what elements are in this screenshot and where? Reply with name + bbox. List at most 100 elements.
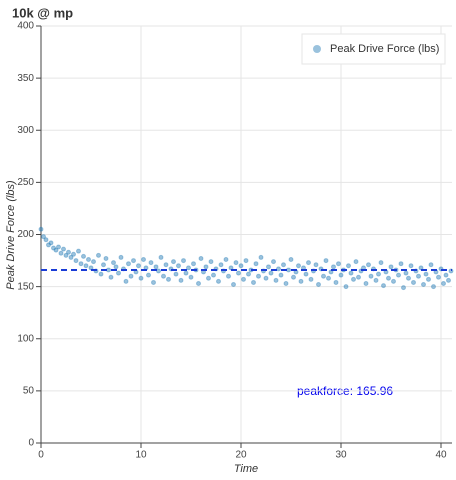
point xyxy=(141,257,146,263)
point xyxy=(233,260,239,266)
point xyxy=(396,272,401,278)
y-tick-label: 300 xyxy=(17,125,34,136)
x-tick-label: 20 xyxy=(235,450,247,461)
point xyxy=(236,270,241,276)
y-tick-label: 50 xyxy=(23,386,35,397)
point xyxy=(116,270,121,276)
point xyxy=(196,280,201,286)
legend-marker xyxy=(313,45,321,53)
point xyxy=(278,272,284,278)
y-tick-label: 400 xyxy=(17,21,34,32)
point xyxy=(268,270,274,276)
point xyxy=(41,234,46,240)
x-axis-label: Time xyxy=(234,463,258,475)
point xyxy=(136,263,141,269)
point xyxy=(348,270,354,276)
point xyxy=(281,262,286,268)
point xyxy=(406,275,411,281)
point xyxy=(151,279,156,285)
point xyxy=(158,254,164,260)
point xyxy=(98,271,104,277)
point xyxy=(218,262,224,268)
point xyxy=(298,278,304,284)
point xyxy=(366,262,371,268)
legend-label: Peak Drive Force (lbs) xyxy=(330,43,439,55)
point xyxy=(323,258,329,264)
point xyxy=(171,259,176,265)
point xyxy=(86,257,91,263)
point xyxy=(423,271,429,277)
chart-title: 10k @ mp xyxy=(12,5,73,20)
point xyxy=(251,279,256,285)
legend-box xyxy=(301,33,446,65)
point xyxy=(73,258,79,264)
point xyxy=(338,272,344,278)
point xyxy=(223,257,229,263)
point xyxy=(408,263,414,269)
y-tick-label: 250 xyxy=(17,177,34,188)
point xyxy=(421,282,426,288)
point xyxy=(111,260,116,266)
point xyxy=(271,259,276,265)
point xyxy=(161,273,166,279)
point xyxy=(191,261,196,267)
y-tick-label: 0 xyxy=(28,438,34,449)
point xyxy=(303,271,309,277)
point xyxy=(411,279,416,285)
point xyxy=(306,260,311,266)
point xyxy=(131,258,136,264)
point xyxy=(83,263,89,269)
point xyxy=(238,263,244,269)
point xyxy=(38,226,44,232)
point xyxy=(443,272,449,278)
point xyxy=(188,274,194,280)
point xyxy=(391,278,396,284)
point xyxy=(91,259,96,265)
point xyxy=(68,254,74,260)
point xyxy=(63,252,69,258)
point xyxy=(273,277,279,283)
point xyxy=(321,273,326,279)
point xyxy=(103,255,109,261)
point xyxy=(46,242,51,248)
x-tick-label: 10 xyxy=(135,450,147,461)
point xyxy=(258,254,264,260)
point xyxy=(126,261,131,267)
point xyxy=(426,276,431,282)
point xyxy=(286,267,291,273)
y-tick-label: 100 xyxy=(17,333,34,344)
point xyxy=(291,274,296,280)
point xyxy=(331,264,336,270)
point xyxy=(376,271,381,277)
point xyxy=(61,246,66,252)
point xyxy=(166,276,171,282)
point xyxy=(181,258,186,264)
point xyxy=(401,285,406,291)
point xyxy=(226,273,231,279)
point xyxy=(66,249,71,255)
point xyxy=(123,278,129,284)
point xyxy=(138,275,144,281)
y-tick-label: 200 xyxy=(17,229,34,240)
point xyxy=(208,259,214,265)
point xyxy=(308,276,314,282)
point xyxy=(51,245,56,251)
point xyxy=(173,271,179,277)
point xyxy=(203,264,209,270)
point xyxy=(436,274,441,280)
point xyxy=(231,282,236,288)
point xyxy=(146,272,151,278)
point xyxy=(428,262,434,268)
point xyxy=(263,275,269,281)
point xyxy=(403,270,409,276)
point xyxy=(266,264,271,270)
point xyxy=(441,280,446,286)
point xyxy=(241,276,246,282)
point xyxy=(388,264,394,270)
point xyxy=(76,248,81,254)
point xyxy=(356,274,361,280)
point xyxy=(48,240,54,246)
point xyxy=(333,279,339,285)
